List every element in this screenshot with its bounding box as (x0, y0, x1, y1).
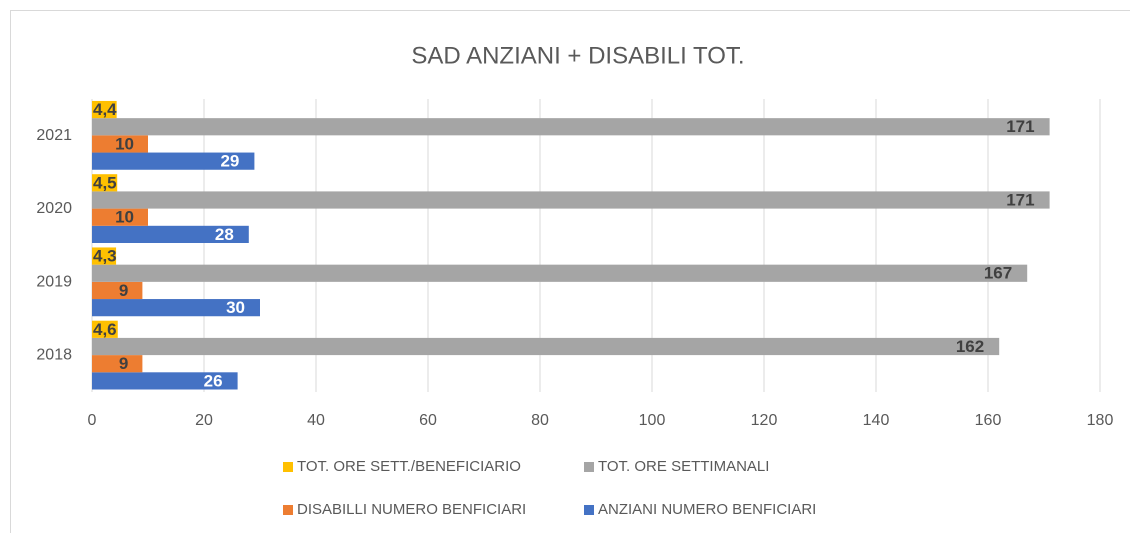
bar (92, 264, 1028, 282)
data-label: 9 (119, 354, 128, 373)
legend-swatch (283, 462, 293, 472)
x-tick-label: 60 (419, 412, 437, 429)
data-label: 4,4 (93, 100, 117, 119)
bar (92, 355, 143, 373)
legend-swatch (283, 505, 293, 515)
bar (92, 372, 238, 390)
chart-title: SAD ANZIANI + DISABILI TOT. (411, 42, 744, 69)
data-label: 10 (115, 134, 134, 153)
data-label: 4,3 (93, 247, 117, 266)
legend-swatch (584, 462, 594, 472)
bar (92, 174, 118, 192)
x-tick-label: 20 (195, 412, 213, 429)
bar (92, 100, 117, 119)
bar (92, 320, 118, 338)
bar (92, 191, 1050, 209)
x-tick-label: 140 (863, 412, 890, 429)
legend-label: ANZIANI NUMERO BENFICIARI (598, 501, 816, 518)
data-label: 28 (215, 225, 234, 244)
bar (92, 135, 148, 153)
data-label: 10 (115, 208, 134, 227)
x-tick-label: 120 (751, 412, 778, 429)
data-label: 29 (220, 152, 239, 171)
x-tick-label: 100 (639, 412, 666, 429)
data-label: 171 (1006, 117, 1034, 136)
y-tick-label: 2021 (36, 127, 72, 144)
x-tick-label: 0 (88, 412, 97, 429)
data-label: 26 (204, 371, 223, 390)
data-label: 167 (984, 264, 1012, 283)
x-tick-label: 40 (307, 412, 325, 429)
y-tick-label: 2018 (36, 347, 72, 364)
x-tick-label: 80 (531, 412, 549, 429)
data-label: 162 (956, 337, 984, 356)
bar (92, 152, 255, 170)
bar (92, 247, 117, 265)
bar (92, 299, 260, 317)
bar (92, 337, 1000, 356)
legend-label: DISABILLI NUMERO BENFICIARI (297, 501, 526, 518)
legend-label: TOT. ORE SETTIMANALI (598, 458, 769, 475)
x-tick-label: 180 (1087, 412, 1114, 429)
data-label: 4,5 (93, 173, 117, 192)
y-tick-label: 2020 (36, 200, 72, 217)
bar (92, 281, 143, 300)
data-label: 30 (226, 298, 245, 317)
data-label: 4,6 (93, 320, 117, 339)
y-tick-label: 2019 (36, 273, 72, 290)
legend-label: TOT. ORE SETT./BENEFICIARIO (297, 458, 521, 475)
bar (92, 118, 1050, 136)
legend-swatch (584, 505, 594, 515)
bar (92, 225, 249, 243)
data-label: 171 (1006, 190, 1034, 209)
x-tick-label: 160 (975, 412, 1002, 429)
data-label: 9 (119, 281, 128, 300)
bar (92, 208, 148, 226)
